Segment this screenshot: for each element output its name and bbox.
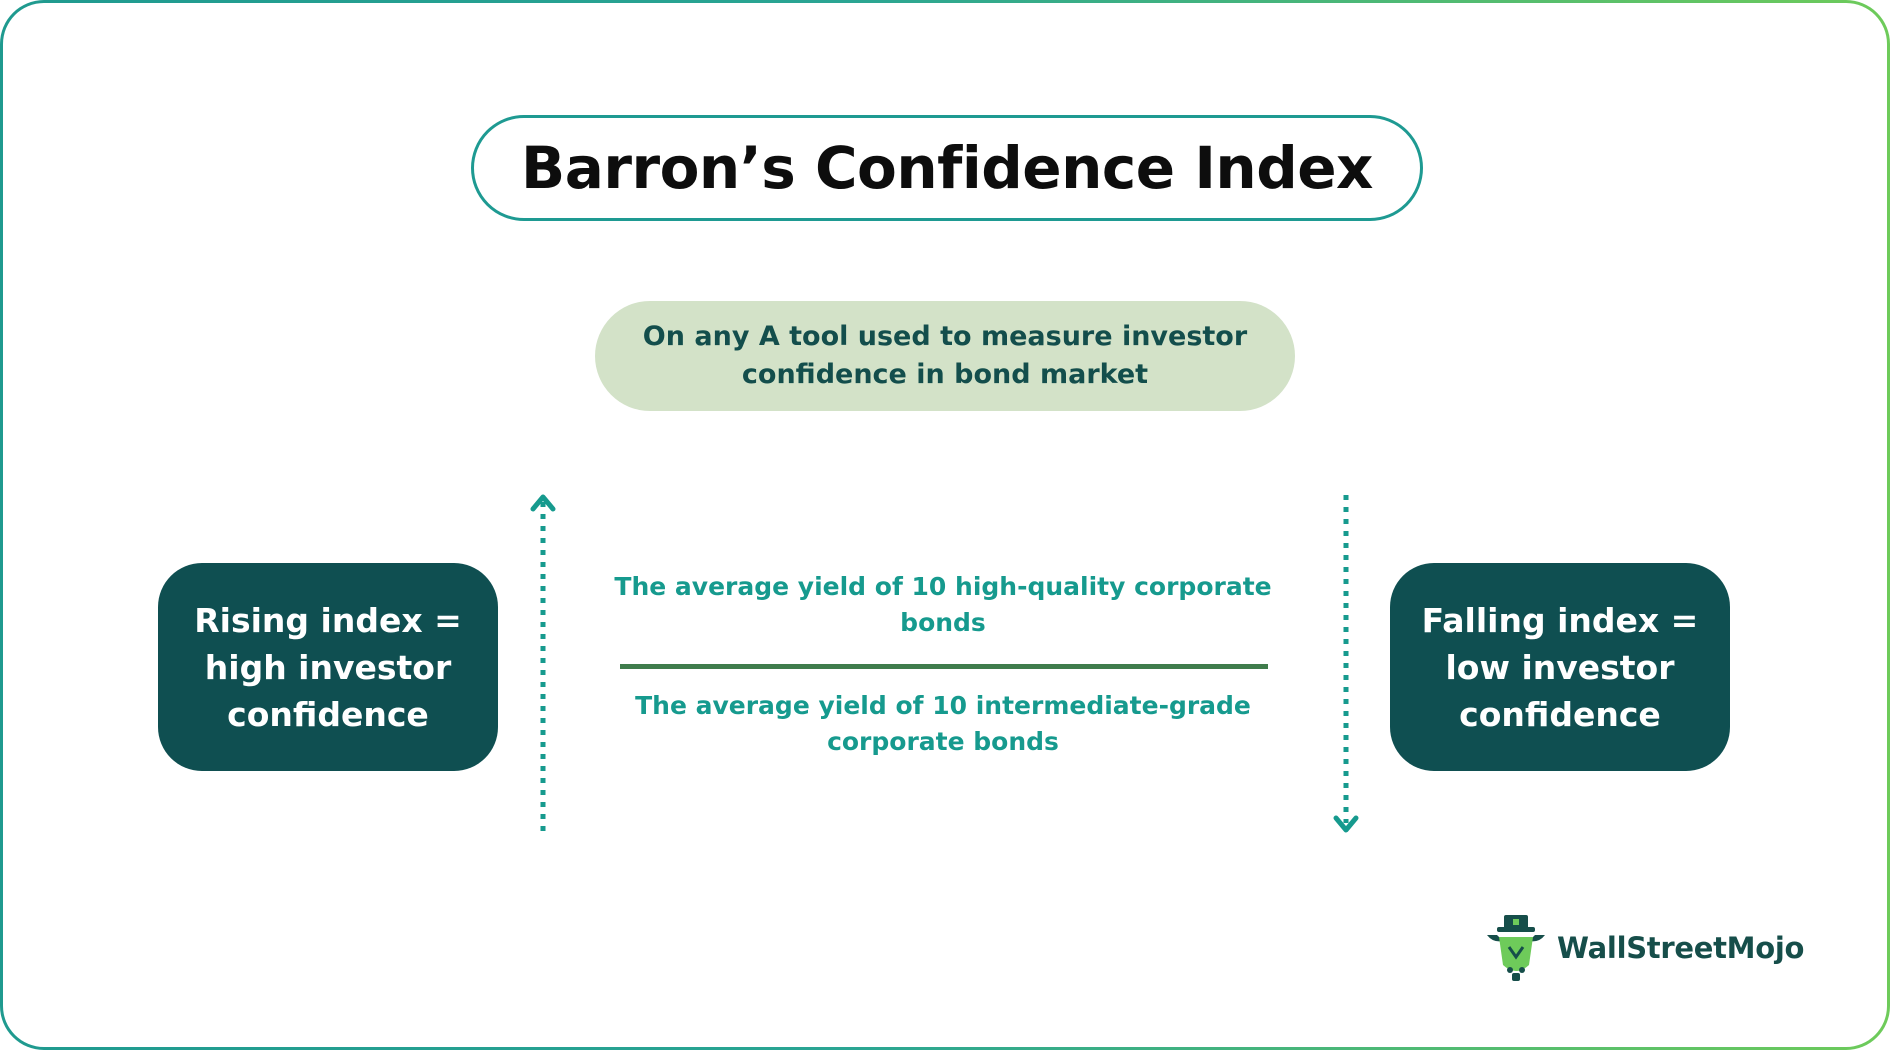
bull-logo-icon xyxy=(1487,915,1545,981)
wallstreetmojo-logo: WallStreetMojo xyxy=(1483,913,1804,983)
fraction-line xyxy=(620,664,1268,669)
up-arrow-icon xyxy=(530,494,556,831)
formula-denominator: The average yield of 10 intermediate-gra… xyxy=(635,691,1251,756)
falling-index-text: Falling index = low investor confidence xyxy=(1421,600,1699,734)
subtitle-pill: On any A tool used to measure investor c… xyxy=(595,301,1295,411)
falling-index-box: Falling index = low investor confidence xyxy=(1390,563,1730,771)
down-arrow-icon xyxy=(1333,495,1359,833)
rising-index-text: Rising index = high investor confidence xyxy=(194,600,462,734)
diagram-canvas: Barron’s Confidence Index On any A tool … xyxy=(3,3,1887,1047)
title-pill: Barron’s Confidence Index xyxy=(471,115,1423,221)
formula-numerator: The average yield of 10 high-quality cor… xyxy=(614,572,1272,637)
rising-index-box: Rising index = high investor confidence xyxy=(158,563,498,771)
logo-text: WallStreetMojo xyxy=(1557,931,1805,965)
page-title: Barron’s Confidence Index xyxy=(521,134,1373,202)
subtitle-text: On any A tool used to measure investor c… xyxy=(642,321,1248,390)
